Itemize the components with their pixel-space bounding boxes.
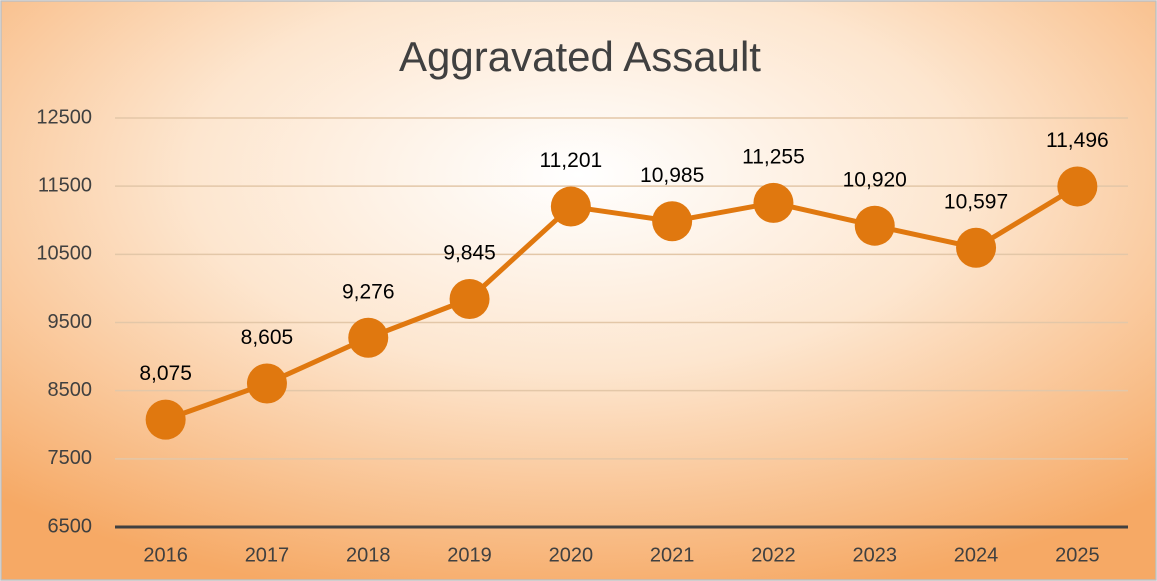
data-label: 8,605 (241, 326, 294, 349)
data-point (550, 186, 591, 227)
y-tick-label: 7500 (48, 447, 93, 469)
x-tick-label: 2023 (853, 544, 898, 566)
data-point (1057, 166, 1098, 207)
data-point (753, 182, 794, 223)
y-tick-label: 8500 (48, 379, 93, 401)
x-tick-label: 2025 (1055, 544, 1100, 566)
x-tick-label: 2016 (143, 544, 188, 566)
data-label: 11,496 (1046, 129, 1109, 152)
y-tick-label: 10500 (36, 243, 92, 265)
x-tick-label: 2017 (245, 544, 290, 566)
y-tick-label: 6500 (48, 515, 93, 537)
data-point (145, 399, 186, 440)
x-tick-label: 2019 (447, 544, 492, 566)
x-tick-label: 2018 (346, 544, 391, 566)
x-tick-label: 2022 (751, 544, 796, 566)
data-label: 11,255 (742, 145, 805, 168)
data-label: 9,276 (342, 280, 395, 303)
x-tick-label: 2021 (650, 544, 695, 566)
data-point (246, 363, 287, 404)
chart-title: Aggravated Assault (399, 33, 761, 80)
data-label: 10,920 (843, 168, 907, 191)
data-label: 10,985 (640, 164, 704, 187)
data-label: 8,075 (139, 362, 192, 385)
data-label: 11,201 (540, 149, 603, 172)
y-tick-label: 9500 (48, 311, 93, 333)
y-tick-label: 12500 (36, 106, 92, 128)
x-tick-label: 2020 (549, 544, 594, 566)
data-point (348, 317, 389, 358)
data-label: 10,597 (944, 190, 1008, 213)
data-point (956, 227, 997, 268)
data-point (449, 278, 490, 319)
data-line (164, 184, 1079, 422)
data-label: 9,845 (443, 242, 496, 265)
x-tick-label: 2024 (954, 544, 999, 566)
data-point (854, 205, 895, 246)
data-point (652, 201, 693, 242)
y-tick-label: 11500 (38, 174, 92, 196)
